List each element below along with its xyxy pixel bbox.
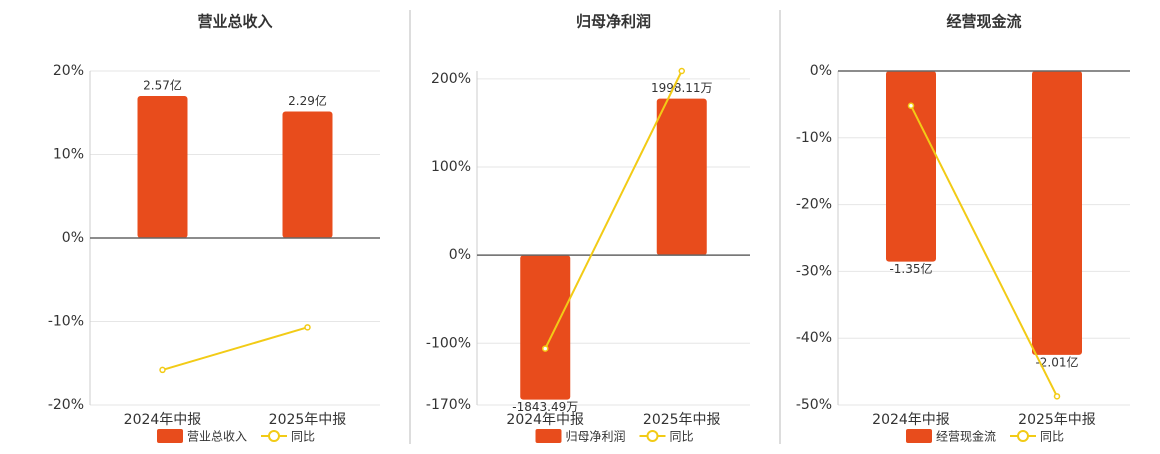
y-tick-label: -100% — [426, 335, 471, 351]
y-tick-label: 200% — [431, 71, 471, 87]
value-label: 2.57亿 — [143, 78, 182, 93]
y-tick-label: -170% — [426, 397, 471, 413]
value-label: -1843.49万 — [512, 400, 578, 414]
legend-swatch — [535, 429, 562, 443]
point — [678, 67, 685, 75]
y-tick-label: 10% — [53, 147, 84, 163]
x-tick-label: 2024年中报 — [124, 412, 202, 428]
chart-title: 营业总收入 — [197, 13, 272, 31]
point — [542, 345, 549, 352]
point — [907, 102, 915, 109]
y-tick-label: -20% — [796, 197, 832, 213]
y-tick-label: -50% — [796, 397, 832, 413]
bar — [137, 96, 188, 238]
legend-label: 营业总收入 — [187, 430, 247, 444]
point — [304, 324, 311, 331]
y-tick-label: 0% — [449, 247, 471, 263]
line — [544, 70, 683, 350]
legend-label: 经营现金流 — [936, 429, 996, 444]
value-label: 1998.11万 — [651, 81, 713, 95]
chart-title: 归母净利润 — [576, 13, 651, 31]
bar — [520, 255, 571, 400]
y-tick-label: 20% — [53, 63, 84, 79]
value-label: 2.29亿 — [288, 93, 327, 108]
y-tick-label: 100% — [431, 159, 471, 175]
point — [159, 366, 166, 374]
y-tick-label: -10% — [48, 314, 84, 330]
y-tick-label: -20% — [48, 397, 84, 413]
chart-title: 经营现金流 — [946, 13, 1021, 31]
bar — [886, 71, 936, 262]
bar — [282, 111, 333, 238]
y-tick-label: -10% — [796, 130, 832, 146]
legend-swatch — [157, 429, 183, 443]
legend-swatch — [906, 429, 932, 443]
x-tick-label: 2025年中报 — [643, 412, 721, 428]
legend-label: 归母净利润 — [566, 430, 626, 444]
y-tick-label: -30% — [796, 263, 832, 279]
legend-label: 同比 — [670, 430, 694, 444]
legend-label: 同比 — [1040, 430, 1064, 444]
value-label: -1.35亿 — [889, 261, 932, 276]
y-tick-label: 0% — [810, 63, 832, 79]
y-tick-label: -40% — [796, 330, 832, 346]
x-tick-label: 2024年中报 — [872, 412, 950, 428]
x-tick-label: 2025年中报 — [1018, 412, 1096, 428]
legend-marker — [1017, 430, 1029, 442]
line — [910, 105, 1058, 397]
legend-marker — [646, 430, 659, 442]
point — [1053, 393, 1061, 400]
bar — [656, 98, 707, 256]
legend-label: 同比 — [291, 430, 315, 444]
line — [162, 326, 308, 371]
y-tick-label: 0% — [62, 230, 84, 246]
x-tick-label: 2025年中报 — [269, 412, 347, 428]
x-tick-label: 2024年中报 — [506, 412, 584, 428]
bar — [1032, 71, 1082, 355]
legend-marker — [268, 430, 280, 442]
value-label: -2.01亿 — [1035, 354, 1078, 369]
